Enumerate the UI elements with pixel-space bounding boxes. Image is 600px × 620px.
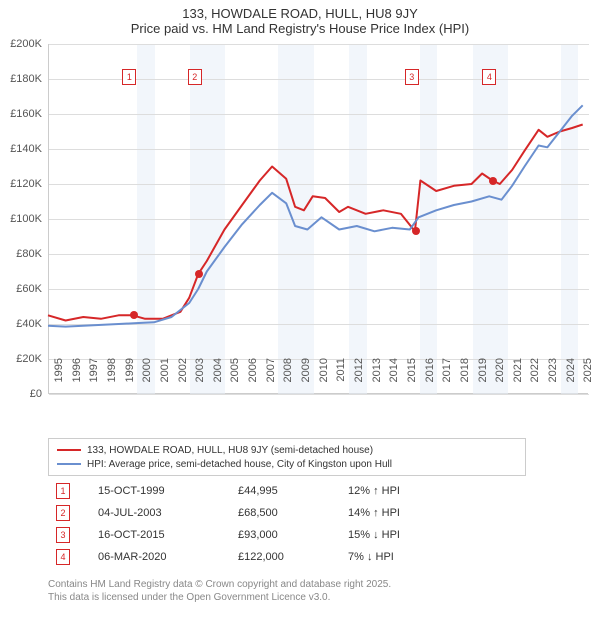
y-axis-label: £0 — [0, 388, 42, 400]
legend-swatch — [57, 449, 81, 451]
transaction-delta: 12% ↑ HPI — [348, 485, 458, 497]
transaction-row: 2 04-JUL-2003£68,50014% ↑ HPI — [56, 502, 458, 524]
transaction-delta: 14% ↑ HPI — [348, 507, 458, 519]
chart-container: 133, HOWDALE ROAD, HULL, HU8 9JY Price p… — [0, 0, 600, 620]
attribution-footer: Contains HM Land Registry data © Crown c… — [48, 578, 391, 604]
legend-label: 133, HOWDALE ROAD, HULL, HU8 9JY (semi-d… — [87, 445, 373, 456]
transaction-row: 4 06-MAR-2020£122,0007% ↓ HPI — [56, 546, 458, 568]
plot-area: £0£20K£40K£60K£80K£100K£120K£140K£160K£1… — [48, 44, 588, 394]
transactions-table: 1 15-OCT-1999£44,99512% ↑ HPI 2 04-JUL-2003… — [56, 480, 458, 568]
legend-item: HPI: Average price, semi-detached house,… — [57, 457, 517, 471]
y-axis-label: £20K — [0, 353, 42, 365]
y-axis-label: £80K — [0, 248, 42, 260]
transaction-marker: 1 — [56, 483, 70, 499]
legend-label: HPI: Average price, semi-detached house,… — [87, 459, 392, 470]
y-axis-label: £160K — [0, 108, 42, 120]
transaction-date: 15-OCT-1999 — [98, 485, 238, 497]
footer-line: Contains HM Land Registry data © Crown c… — [48, 578, 391, 591]
transaction-delta: 15% ↓ HPI — [348, 529, 458, 541]
y-axis-label: £40K — [0, 318, 42, 330]
chart-title: 133, HOWDALE ROAD, HULL, HU8 9JY — [0, 0, 600, 21]
line-series-svg — [48, 44, 588, 394]
footer-line: This data is licensed under the Open Gov… — [48, 591, 391, 604]
transaction-price: £44,995 — [238, 485, 348, 497]
transaction-marker: 3 — [56, 527, 70, 543]
y-axis-label: £120K — [0, 178, 42, 190]
series-line — [48, 105, 583, 326]
transaction-delta: 7% ↓ HPI — [348, 551, 458, 563]
transaction-row: 3 16-OCT-2015£93,00015% ↓ HPI — [56, 524, 458, 546]
y-axis-label: £100K — [0, 213, 42, 225]
chart-subtitle: Price paid vs. HM Land Registry's House … — [0, 21, 600, 36]
y-axis-label: £200K — [0, 38, 42, 50]
transaction-marker: 4 — [56, 549, 70, 565]
legend-item: 133, HOWDALE ROAD, HULL, HU8 9JY (semi-d… — [57, 443, 517, 457]
transaction-price: £122,000 — [238, 551, 348, 563]
legend: 133, HOWDALE ROAD, HULL, HU8 9JY (semi-d… — [48, 438, 526, 476]
transaction-row: 1 15-OCT-1999£44,99512% ↑ HPI — [56, 480, 458, 502]
transaction-price: £93,000 — [238, 529, 348, 541]
transaction-price: £68,500 — [238, 507, 348, 519]
transaction-marker: 2 — [56, 505, 70, 521]
transaction-date: 04-JUL-2003 — [98, 507, 238, 519]
transaction-date: 06-MAR-2020 — [98, 551, 238, 563]
legend-swatch — [57, 463, 81, 465]
y-axis-label: £60K — [0, 283, 42, 295]
transaction-date: 16-OCT-2015 — [98, 529, 238, 541]
y-axis-label: £180K — [0, 73, 42, 85]
y-axis-label: £140K — [0, 143, 42, 155]
